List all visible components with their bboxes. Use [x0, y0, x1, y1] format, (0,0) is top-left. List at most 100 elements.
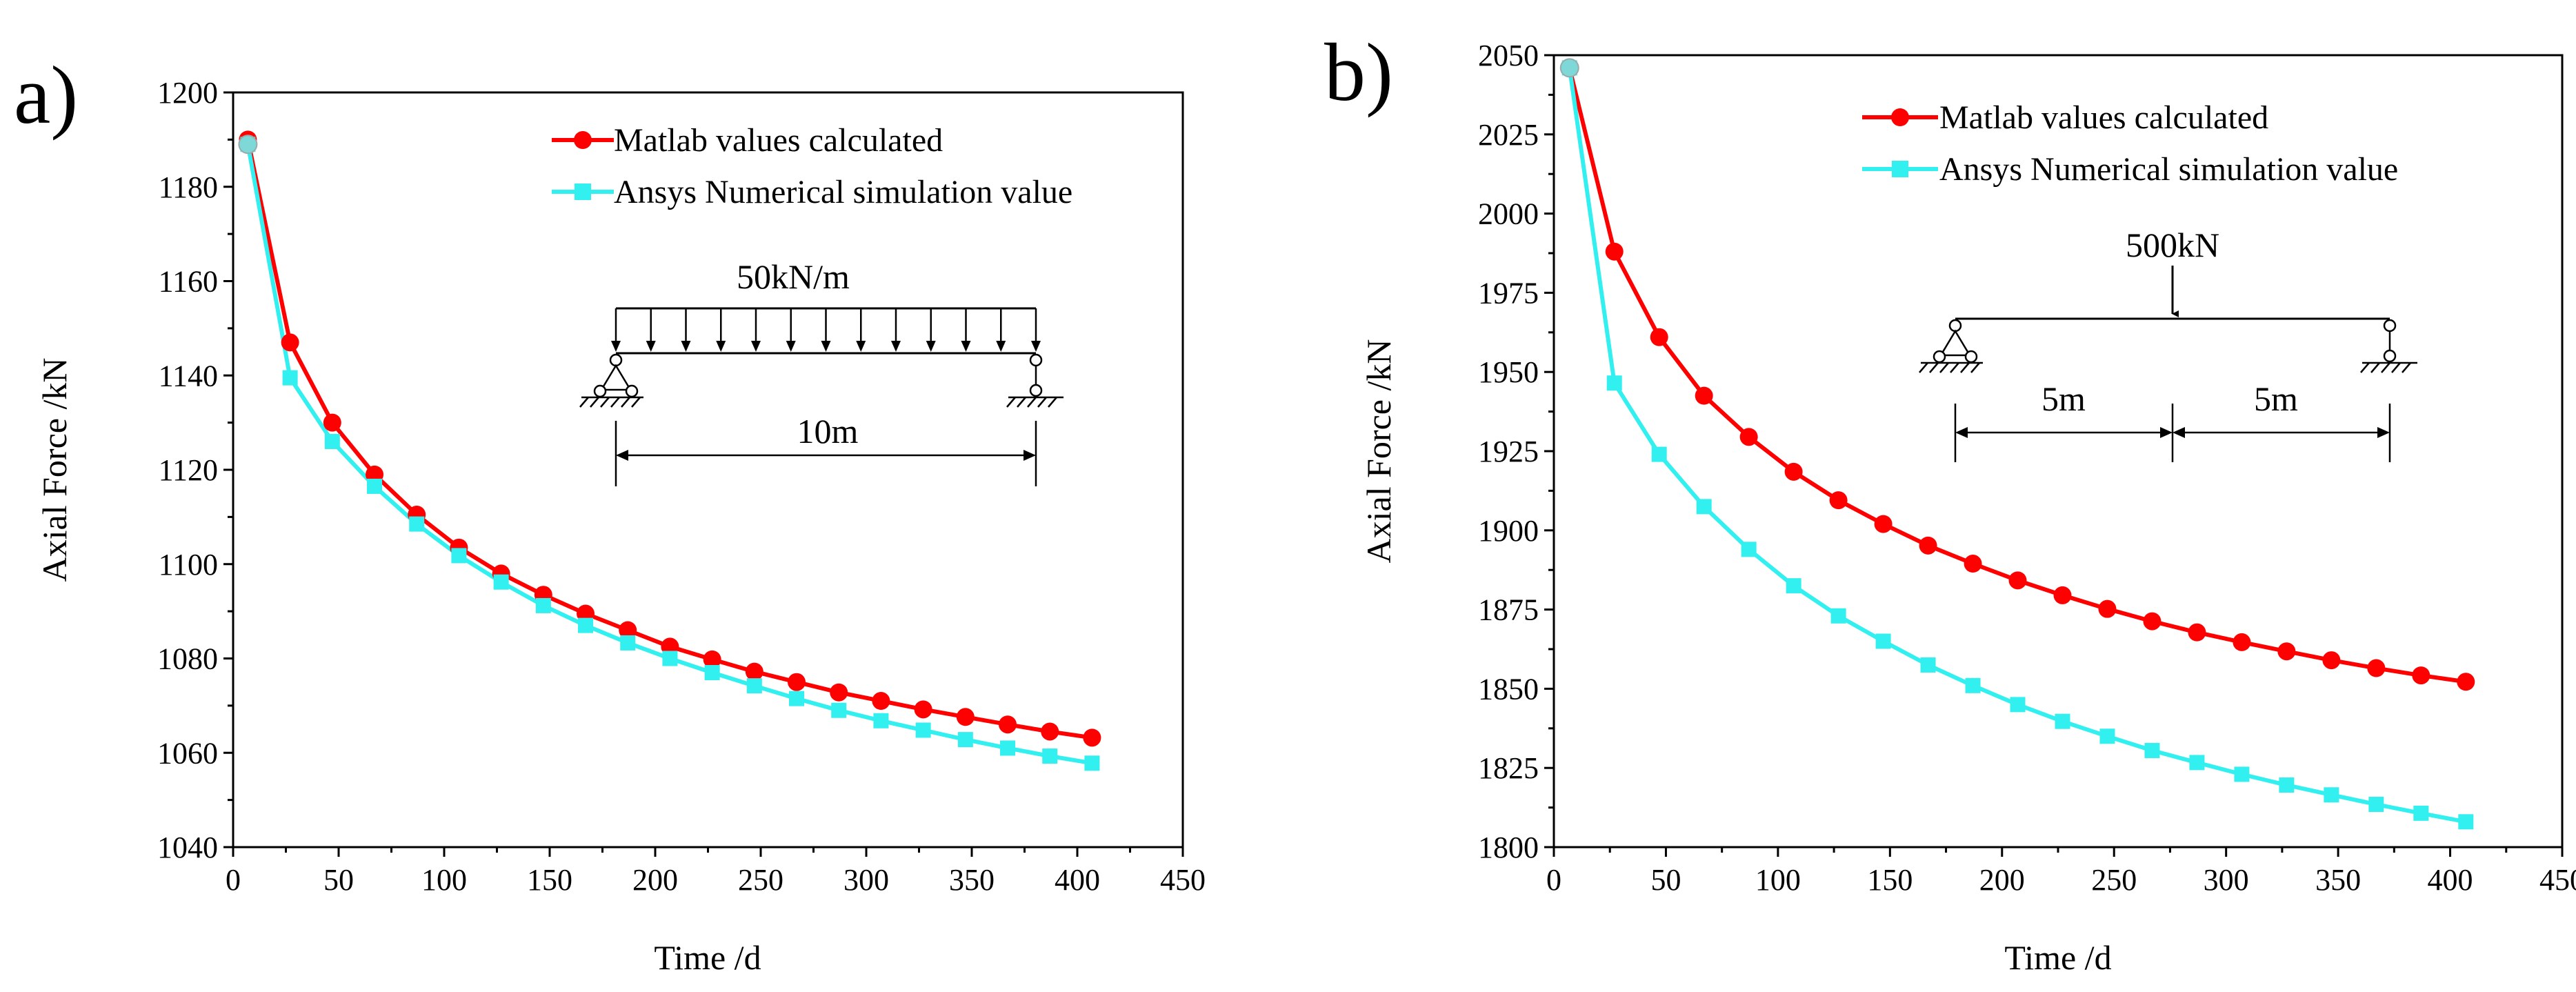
- x-axis-label-a: Time /d: [654, 938, 761, 977]
- data-point-ansys-b: [1920, 657, 1936, 673]
- load-arrow-head-a: [786, 341, 796, 352]
- data-point-matlab-a: [619, 621, 637, 639]
- x-tick-label-a: 450: [1160, 863, 1206, 897]
- x-tick-label-b: 150: [1867, 863, 1913, 897]
- x-tick-label-a: 250: [738, 863, 783, 897]
- data-point-matlab-a: [1041, 722, 1059, 741]
- data-point-ansys-a: [324, 433, 340, 449]
- data-point-ansys-a: [789, 691, 805, 706]
- data-point-matlab-a: [956, 708, 975, 726]
- panel-label-b: b): [1324, 26, 1393, 118]
- load-arrow-head-a: [611, 341, 621, 352]
- data-point-matlab-b: [2457, 673, 2475, 691]
- data-point-ansys-b: [1965, 677, 1981, 693]
- data-point-matlab-b: [1784, 462, 1803, 481]
- data-point-matlab-b: [2098, 599, 2117, 618]
- data-point-ansys-b: [2055, 713, 2070, 729]
- panel-label-a: a): [14, 49, 78, 141]
- load-arrow-head-a: [961, 341, 971, 352]
- load-arrow-head-a: [646, 341, 656, 352]
- span-right-label-b: 5m: [2254, 379, 2298, 418]
- overlap-point-b: [1559, 58, 1579, 78]
- data-point-matlab-b: [1964, 555, 1982, 573]
- load-arrow-head-a: [751, 341, 761, 352]
- legend-marker-ansys-a: [575, 183, 591, 200]
- y-tick-label-b: 2000: [1478, 197, 1539, 231]
- axes-a: 0 50 100 150 200 250 300 350 400 450 1040 1060 1080 1…: [157, 76, 1206, 897]
- load-arrow-head-a: [856, 341, 866, 352]
- load-arrow-head-a: [926, 341, 936, 352]
- data-point-matlab-b: [2233, 633, 2251, 651]
- data-point-matlab-b: [2277, 642, 2296, 661]
- y-tick-label-a: 1080: [157, 642, 218, 676]
- x-tick-label-b: 0: [1546, 863, 1561, 897]
- data-point-ansys-b: [2010, 697, 2026, 713]
- data-point-matlab-b: [1739, 428, 1758, 446]
- y-tick-label-b: 1850: [1478, 672, 1539, 706]
- data-point-matlab-a: [999, 715, 1017, 734]
- data-point-ansys-a: [409, 516, 425, 532]
- data-point-ansys-a: [1042, 748, 1058, 764]
- data-point-ansys-a: [957, 732, 973, 748]
- y-tick-label-b: 1950: [1478, 355, 1539, 389]
- y-tick-label-a: 1040: [157, 831, 218, 864]
- data-point-matlab-a: [323, 413, 341, 432]
- data-point-matlab-b: [2367, 659, 2386, 677]
- data-point-matlab-b: [1695, 386, 1713, 405]
- data-point-ansys-a: [746, 678, 762, 694]
- data-point-ansys-b: [1875, 633, 1891, 649]
- load-arrow-head-a: [716, 341, 726, 352]
- x-tick-label-b: 100: [1755, 863, 1801, 897]
- data-point-ansys-a: [873, 713, 889, 728]
- roller-support-a: [1006, 353, 1064, 408]
- data-point-ansys-b: [2324, 787, 2339, 803]
- legend-b: Matlab values calculated Ansys Numerical…: [1862, 99, 2398, 188]
- data-point-ansys-a: [704, 665, 720, 681]
- load-label-a: 50kN/m: [737, 257, 850, 296]
- data-point-matlab-b: [1874, 515, 1893, 533]
- data-point-ansys-b: [2144, 742, 2160, 758]
- data-point-matlab-b: [1919, 536, 1937, 555]
- data-point-matlab-a: [914, 700, 932, 719]
- y-tick-label-b: 1875: [1478, 593, 1539, 627]
- legend-marker-matlab-b: [1891, 108, 1909, 126]
- legend-label-ansys-a: Ansys Numerical simulation value: [614, 174, 1072, 210]
- x-axis-label-b: Time /d: [2004, 938, 2111, 977]
- data-point-matlab-a: [281, 333, 299, 352]
- data-point-ansys-a: [620, 635, 636, 651]
- data-point-matlab-a: [745, 662, 763, 681]
- y-tick-label-a: 1100: [159, 548, 218, 582]
- series-line-ansys-a: [246, 143, 1092, 766]
- pin-support-a: [579, 353, 643, 408]
- data-point-ansys-b: [1741, 542, 1757, 557]
- span-dimension-b: [1954, 404, 2391, 462]
- x-tick-label-a: 400: [1055, 863, 1100, 897]
- x-tick-label-b: 200: [1979, 863, 2025, 897]
- data-point-ansys-b: [1830, 608, 1846, 624]
- load-arrow-head-a: [1031, 341, 1041, 352]
- x-tick-label-b: 400: [2428, 863, 2473, 897]
- y-tick-label-b: 1975: [1478, 276, 1539, 310]
- data-point-ansys-b: [1696, 499, 1712, 515]
- legend-marker-ansys-b: [1892, 161, 1908, 177]
- roller-support-b: [2360, 319, 2417, 373]
- data-point-ansys-a: [915, 722, 931, 738]
- data-point-matlab-b: [1605, 242, 1624, 261]
- data-point-ansys-a: [282, 370, 298, 386]
- data-point-ansys-a: [831, 702, 847, 718]
- x-tick-label-a: 200: [632, 863, 678, 897]
- span-dimension-a: [615, 421, 1037, 486]
- data-point-ansys-b: [1786, 578, 1801, 594]
- y-tick-label-b: 1800: [1478, 831, 1539, 864]
- legend-a: Matlab values calculated Ansys Numerical…: [552, 122, 1072, 210]
- data-point-matlab-b: [2143, 612, 2161, 631]
- beam-diagram-a: 50kN/m: [579, 257, 1064, 486]
- y-tick-label-a: 1060: [157, 736, 218, 770]
- data-point-ansys-a: [535, 597, 551, 613]
- data-point-ansys-b: [2234, 766, 2250, 782]
- data-point-matlab-a: [788, 673, 806, 691]
- data-point-matlab-a: [830, 683, 848, 702]
- chart-b: b) 0 50 100 150 200 250 300 350 400 450 1800 1825 18…: [1324, 26, 2576, 977]
- x-tick-label-b: 350: [2315, 863, 2361, 897]
